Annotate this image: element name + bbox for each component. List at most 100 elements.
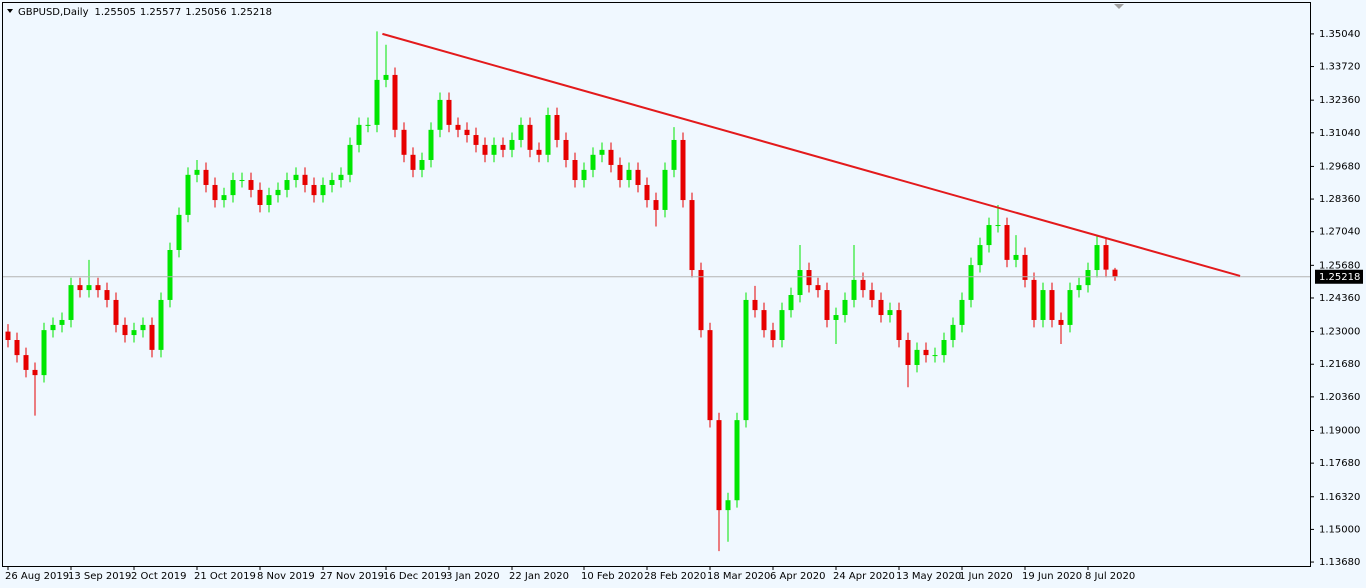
- candle-body: [185, 174, 191, 215]
- y-tick-label: 1.27040: [1319, 227, 1360, 238]
- candle-body: [554, 114, 560, 140]
- candle-body: [761, 310, 767, 331]
- candle-body: [50, 324, 56, 331]
- candles: [5, 31, 1118, 552]
- x-tick-label: 1 Jun 2020: [959, 571, 1013, 582]
- candle-body: [878, 299, 884, 316]
- candle-body: [518, 124, 524, 140]
- candle-body: [1004, 225, 1010, 260]
- x-tick-label: 10 Feb 2020: [581, 571, 643, 582]
- candle-body: [1085, 270, 1091, 286]
- y-tick-label: 1.13680: [1319, 557, 1360, 568]
- header-low: 1.25056: [185, 7, 226, 18]
- header-high: 1.25577: [140, 7, 181, 18]
- candle-body: [1022, 254, 1028, 280]
- candle-body: [59, 319, 65, 325]
- candle-body: [950, 324, 956, 341]
- candle-body: [455, 124, 461, 130]
- x-tick-label: 22 Jan 2020: [509, 571, 569, 582]
- candle-body: [437, 99, 443, 130]
- y-tick-label: 1.23000: [1319, 327, 1360, 338]
- candle-body: [23, 355, 29, 370]
- y-tick-label: 1.20360: [1319, 392, 1360, 403]
- shift-marker: [1114, 4, 1124, 9]
- y-tick-label: 1.31040: [1319, 128, 1360, 139]
- candle-body: [527, 124, 533, 150]
- candle-body: [626, 169, 632, 181]
- candle-body: [599, 149, 605, 155]
- candle-body: [590, 154, 596, 170]
- header-open: 1.25505: [95, 7, 136, 18]
- candle-body: [392, 74, 398, 130]
- candle-body: [941, 340, 947, 356]
- candle-body: [356, 124, 362, 145]
- candle-body: [869, 290, 875, 300]
- x-tick-label: 13 May 2020: [896, 571, 961, 582]
- candle-body: [149, 324, 155, 350]
- candle-body: [545, 114, 551, 155]
- candle-body: [1103, 245, 1109, 270]
- x-tick-label: 24 Apr 2020: [833, 571, 895, 582]
- candle-body: [5, 331, 11, 341]
- candle-body: [284, 180, 290, 190]
- menu-arrow[interactable]: [7, 9, 13, 13]
- candle-body: [275, 189, 281, 196]
- candle-body: [977, 245, 983, 266]
- x-tick-label: 26 Aug 2019: [5, 571, 69, 582]
- candle-body: [572, 159, 578, 181]
- candle-body: [1076, 285, 1082, 291]
- candle-body: [905, 340, 911, 365]
- current-price-box: [1315, 269, 1363, 284]
- x-tick-label: 27 Nov 2019: [320, 571, 384, 582]
- candle-body: [617, 164, 623, 181]
- candle-body: [158, 299, 164, 350]
- candle-body: [32, 369, 38, 376]
- candle-body: [509, 139, 515, 150]
- candle-body: [932, 355, 938, 357]
- candle-body: [140, 324, 146, 331]
- trendline: [382, 32, 1241, 277]
- symbol: GBPUSD,Daily: [18, 7, 89, 18]
- candle-body: [725, 500, 731, 511]
- candle-body: [68, 285, 74, 320]
- plot-frame: [2, 2, 1311, 567]
- y-tick-label: 1.32360: [1319, 95, 1360, 106]
- x-tick-label: 18 Mar 2020: [707, 571, 770, 582]
- candle-body: [383, 74, 389, 80]
- candle-body: [734, 420, 740, 501]
- candle-body: [896, 310, 902, 341]
- candle-body: [1049, 290, 1055, 320]
- candle-body: [536, 149, 542, 155]
- candle-body: [473, 135, 479, 145]
- x-tick-label: 16 Dec 2019: [383, 571, 447, 582]
- candle-body: [680, 139, 686, 201]
- candle-body: [986, 225, 992, 246]
- y-tick-label: 1.15000: [1319, 524, 1360, 535]
- candle-body: [923, 349, 929, 356]
- candle-body: [365, 124, 371, 126]
- candle-body: [563, 139, 569, 160]
- candle-body: [203, 169, 209, 185]
- candle-body: [644, 184, 650, 201]
- candle-body: [581, 169, 587, 181]
- candle-body: [14, 340, 20, 356]
- y-tick-label: 1.17680: [1319, 458, 1360, 469]
- header-close: 1.25218: [231, 7, 272, 18]
- candle-body: [212, 184, 218, 201]
- x-tick-label: 28 Feb 2020: [644, 571, 706, 582]
- candle-body: [653, 200, 659, 210]
- current-price-label: 1.25218: [1319, 272, 1360, 283]
- candle-body: [887, 310, 893, 316]
- candle-body: [419, 159, 425, 170]
- y-tick-label: 1.19000: [1319, 426, 1360, 437]
- candle-body: [608, 149, 614, 165]
- candle-body: [797, 270, 803, 296]
- candle-body: [230, 180, 236, 196]
- candle-body: [131, 330, 137, 336]
- candle-body: [716, 420, 722, 511]
- candle-body: [788, 295, 794, 311]
- y-tick-label: 1.25680: [1319, 260, 1360, 271]
- candle-body: [446, 99, 452, 125]
